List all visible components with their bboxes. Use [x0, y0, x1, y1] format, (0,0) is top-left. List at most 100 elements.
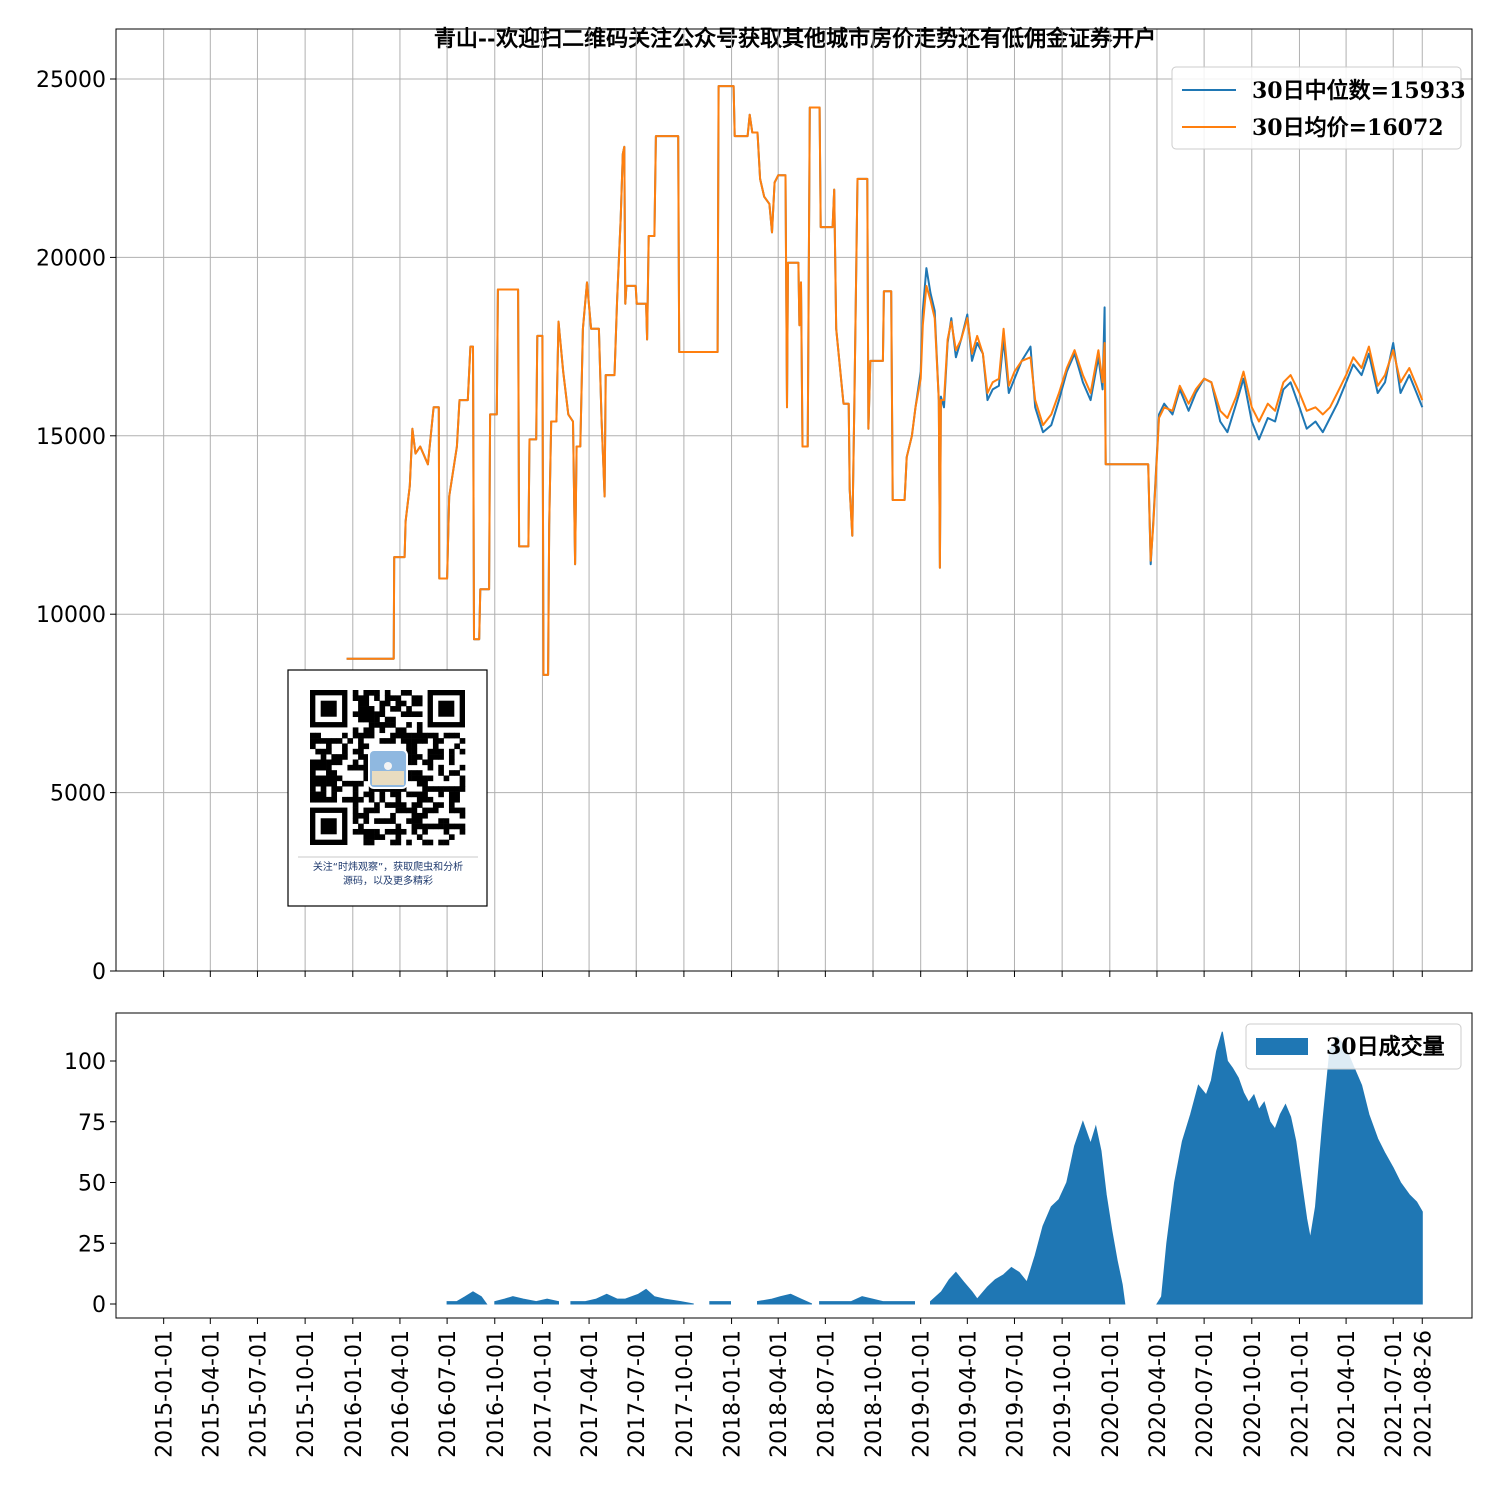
qr-module: [363, 700, 370, 707]
qr-module: [454, 743, 460, 750]
qr-module: [374, 716, 380, 723]
qr-module: [427, 839, 434, 846]
volume-y-tick-label: 50: [78, 1172, 106, 1197]
qr-module: [320, 780, 327, 787]
qr-module: [443, 818, 450, 824]
qr-module: [363, 690, 370, 696]
volume-area-segment: [494, 1296, 559, 1305]
qr-module: [320, 786, 327, 792]
qr-module: [411, 770, 418, 776]
x-tick-label: 2015-07-01: [246, 1330, 271, 1458]
qr-module: [438, 786, 444, 792]
qr-module: [411, 738, 418, 744]
qr-module: [448, 786, 455, 792]
qr-module: [358, 823, 364, 830]
qr-module: [406, 738, 412, 744]
qr-module: [406, 743, 412, 750]
qr-module: [416, 722, 423, 728]
qr-module: [352, 748, 359, 755]
qr-module: [427, 754, 434, 760]
volume-area-segment: [1156, 1031, 1423, 1305]
qr-module: [384, 722, 391, 728]
qr-module: [432, 738, 439, 744]
x-tick-label: 2016-04-01: [389, 1330, 414, 1458]
qr-module: [459, 780, 466, 787]
x-tick-label: 2016-01-01: [342, 1330, 367, 1458]
qr-module: [416, 727, 423, 734]
qr-module: [363, 828, 370, 835]
qr-module: [406, 791, 412, 798]
qr-module: [411, 743, 418, 750]
qr-module: [363, 754, 370, 760]
qr-module: [459, 786, 466, 792]
qr-module: [358, 748, 364, 755]
qr-module: [390, 791, 396, 798]
qr-module: [358, 780, 364, 787]
qr-module: [390, 716, 396, 723]
qr-module: [416, 695, 423, 701]
qr-module: [374, 690, 380, 696]
qr-module: [331, 770, 338, 776]
qr-module: [438, 791, 444, 798]
qr-module: [310, 764, 316, 771]
qr-module: [352, 732, 359, 739]
qr-module: [400, 802, 407, 808]
qr-module: [358, 812, 364, 819]
qr-module: [422, 791, 428, 798]
x-tick-label: 2016-10-01: [484, 1330, 509, 1458]
qr-module: [416, 780, 423, 787]
qr-module: [368, 786, 375, 792]
qr-module: [406, 722, 412, 728]
qr-module: [384, 738, 391, 744]
qr-module: [416, 754, 423, 760]
median-price-line: [346, 85, 1424, 676]
qr-module: [379, 700, 386, 707]
qr-module: [454, 786, 460, 792]
qr-module: [400, 786, 407, 792]
qr-module: [352, 690, 359, 696]
qr-module: [416, 812, 423, 819]
qr-module: [390, 738, 396, 744]
qr-module: [358, 695, 364, 701]
mean-price-line: [346, 85, 1424, 676]
price-series: [346, 85, 1424, 676]
qr-module: [438, 738, 444, 744]
qr-module: [384, 695, 391, 701]
x-tick-label: 2017-04-01: [578, 1330, 603, 1458]
qr-module: [400, 732, 407, 739]
qr-module: [326, 743, 332, 750]
qr-module: [352, 764, 359, 771]
qr-module: [352, 812, 359, 819]
qr-module: [427, 764, 434, 771]
qr-code-image: [310, 690, 466, 846]
qr-module: [416, 732, 423, 739]
legend-swatch-volume: [1256, 1038, 1308, 1055]
qr-module: [384, 818, 391, 824]
chart-title: 青山--欢迎扫二维码关注公众号获取其他城市房价走势还有低佣金证券开户: [434, 26, 1156, 52]
qr-module: [427, 732, 434, 739]
qr-module: [432, 743, 439, 750]
qr-module: [395, 791, 402, 798]
qr-module: [384, 716, 391, 723]
qr-module: [395, 727, 402, 734]
qr-module: [416, 775, 423, 782]
qr-module: [347, 796, 354, 803]
qr-module: [363, 732, 370, 739]
price-y-tick-label: 25000: [36, 68, 106, 93]
x-tick-label: 2020-04-01: [1146, 1330, 1171, 1458]
qr-module: [315, 791, 321, 798]
qr-module: [352, 759, 359, 766]
qr-module: [368, 791, 375, 798]
qr-module: [347, 764, 354, 771]
x-tick-label: 2018-01-01: [721, 1330, 746, 1458]
qr-module: [326, 759, 332, 766]
qr-module: [406, 807, 412, 814]
qr-module: [406, 711, 412, 718]
qr-module: [342, 748, 348, 755]
qr-module: [363, 727, 370, 734]
qr-finder-pattern: [438, 700, 455, 717]
qr-module: [454, 807, 460, 814]
qr-code-block: 关注“时炜观察”，获取爬虫和分析 源码，以及更多精彩: [287, 669, 488, 907]
qr-module: [427, 775, 434, 782]
